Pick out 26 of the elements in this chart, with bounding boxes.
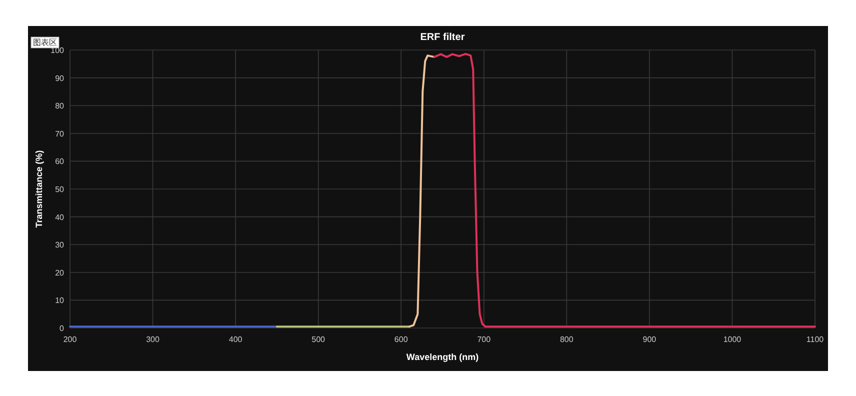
- y-tick-label: 50: [55, 185, 65, 194]
- x-tick-label: 200: [63, 335, 78, 344]
- chart-title: ERF filter: [420, 32, 465, 43]
- x-tick-label: 600: [394, 335, 408, 344]
- x-tick-label: 1000: [723, 335, 742, 344]
- y-tick-label: 80: [55, 102, 65, 111]
- x-tick-label: 300: [146, 335, 160, 344]
- y-tick-label: 90: [55, 74, 65, 83]
- line-series: [408, 54, 436, 328]
- y-tick-label: 40: [55, 212, 65, 222]
- y-tick-label: 0: [60, 324, 65, 333]
- x-tick-label: 1100: [806, 335, 824, 344]
- line-series: [433, 52, 816, 328]
- y-tick-label: 70: [55, 129, 65, 138]
- x-tick-label: 800: [560, 335, 574, 344]
- x-tick-label: 400: [228, 335, 243, 344]
- y-tick-label: 60: [55, 157, 65, 166]
- y-tick-label: 10: [55, 296, 65, 306]
- x-tick-label: 500: [312, 335, 326, 344]
- text: 图表区: [33, 38, 57, 47]
- y-axis-title: Transmittance (%): [34, 150, 44, 228]
- y-tick-label: 30: [55, 240, 65, 250]
- y-tick-label: 20: [55, 268, 65, 278]
- x-tick-label: 900: [642, 335, 657, 344]
- x-axis-title: Wavelength (nm): [406, 352, 479, 362]
- x-tick-label: 700: [477, 335, 492, 344]
